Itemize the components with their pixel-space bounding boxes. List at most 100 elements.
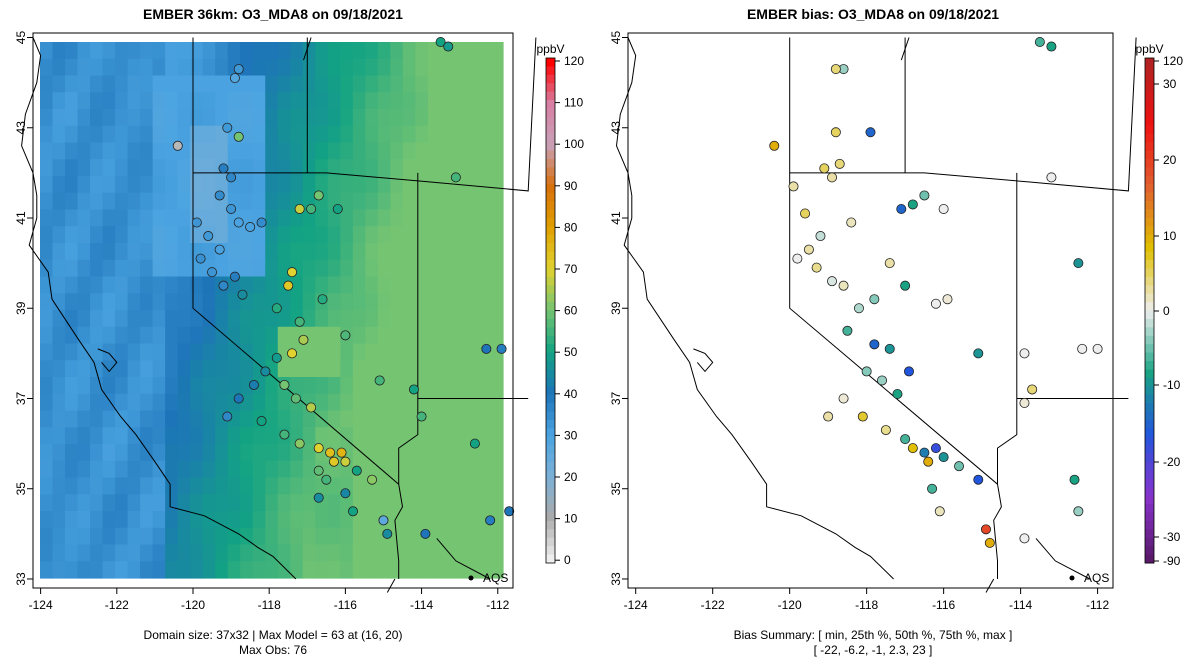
model-grid-cell [115,360,129,378]
observation-point [900,434,911,445]
model-grid-cell [177,377,191,395]
colorbar-segment [1145,495,1154,505]
model-grid-cell [352,511,366,529]
model-grid-cell [415,92,429,110]
model-grid-cell [40,209,54,227]
colorbar-segment [546,403,555,412]
model-grid-cell [452,410,467,428]
colorbar-segment [546,226,555,236]
model-grid-cell [377,92,391,110]
model-grid-cell [452,527,467,546]
observation-point [245,222,256,233]
model-grid-cell [440,226,454,244]
model-grid-cell [127,226,141,244]
observation-point [884,258,895,269]
model-grid-cell [315,226,329,244]
model-grid-cell [90,259,104,278]
model-grid-cell [40,142,54,160]
model-grid-cell [140,377,154,395]
model-grid-cell [302,527,316,546]
colorbar-segment [1145,142,1154,152]
left-observation-points [172,37,515,539]
model-grid-cell [415,125,429,144]
model-grid-cell [102,377,116,395]
observation-point [317,294,328,305]
model-grid-cell [440,544,454,562]
model-grid-cell [452,561,467,579]
model-grid-cell [390,75,404,93]
model-grid-cell [477,226,492,244]
model-grid-cell [190,293,204,311]
model-grid-cell [265,561,279,579]
model-grid-cell [427,276,442,294]
model-grid-cell [315,410,329,428]
model-grid-cell [265,511,279,529]
model-grid-cell [402,494,416,512]
observation-point [408,384,419,395]
model-grid-cell [102,310,116,328]
model-grid-cell [127,444,141,462]
model-grid-cell [402,109,416,127]
model-grid-cell [252,142,266,160]
model-grid-cell [65,276,79,294]
model-grid-cell [252,92,266,110]
x-tick-label: -114 [410,598,433,612]
model-grid-cell [152,377,166,395]
model-grid-cell [127,209,141,227]
model-grid-cell [427,511,442,529]
model-grid-cell [440,561,454,579]
model-grid-cell [477,544,492,562]
model-grid-cell [140,109,154,127]
model-grid-cell [165,460,179,479]
model-grid-cell [427,310,442,328]
model-grid-cell [215,427,229,445]
model-grid-cell [102,293,116,311]
model-grid-cell [327,125,341,144]
model-grid-cell [65,444,79,462]
model-grid-cell [65,393,79,412]
model-grid-cell [427,410,442,428]
observation-point [1046,41,1057,52]
colorbar-segment [1145,335,1154,345]
model-grid-cell [102,42,116,60]
model-grid-cell [127,92,141,110]
colorbar-segment [546,504,555,513]
model-grid-cell [127,544,141,562]
y-tick-label: 39 [14,301,28,315]
model-grid-cell [465,159,479,177]
colorbar-segment [546,150,555,160]
model-grid-cell [140,527,154,546]
model-grid-cell [140,259,154,278]
model-grid-cell [140,42,154,60]
model-grid-cell [402,410,416,428]
model-grid-cell [127,360,141,378]
model-grid-cell [352,427,366,445]
model-grid-cell [127,561,141,579]
model-grid-cell [77,511,91,529]
observation-point [229,73,240,84]
model-grid-cell [65,293,79,311]
model-grid-cell [115,58,129,77]
model-grid-cell [277,511,291,529]
model-grid-cell [402,159,416,177]
model-grid-cell [340,561,354,579]
x-tick-label: -114 [1009,598,1032,612]
model-grid-cell [440,259,454,278]
model-grid-cell [102,125,116,144]
colorbar-segment [546,394,555,404]
observation-point [973,348,984,359]
model-grid-cell [190,377,204,395]
model-grid-cell [252,42,266,60]
model-grid-cell [377,310,391,328]
model-grid-cell [52,142,66,160]
colorbar-segment [1145,268,1154,278]
model-grid-cell [365,209,379,227]
model-grid-cell [352,544,366,562]
colorbar-segment [546,537,555,547]
colorbar-segment [1145,192,1154,202]
observation-point [214,190,225,201]
model-grid-cell [240,444,254,462]
colorbar-segment [546,436,555,446]
model-grid-cell [65,42,79,60]
model-grid-cell [440,75,454,93]
